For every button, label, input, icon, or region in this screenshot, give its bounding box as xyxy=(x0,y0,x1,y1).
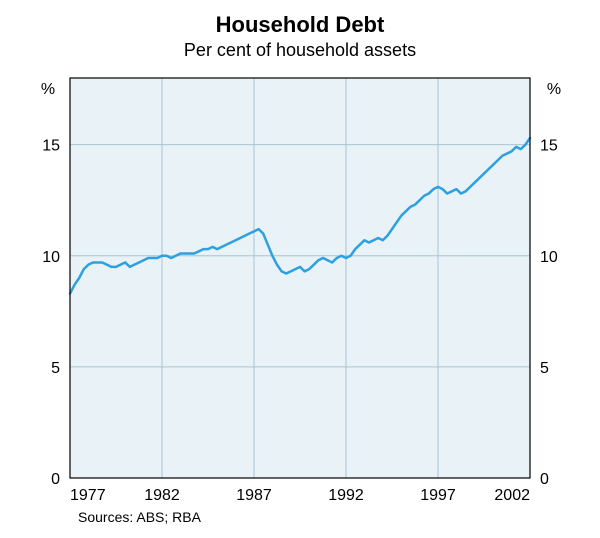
y-tick-label-right: 0 xyxy=(540,471,549,488)
y-tick-label-left: 10 xyxy=(42,249,60,266)
plot-background xyxy=(70,78,530,478)
y-tick-label-left: 5 xyxy=(51,360,60,377)
y-tick-label-left: 0 xyxy=(51,471,60,488)
y-tick-label-right: 15 xyxy=(540,138,558,155)
x-tick-label: 1987 xyxy=(236,487,272,504)
x-tick-label: 1997 xyxy=(420,487,456,504)
chart-svg: Household Debt Per cent of household asse… xyxy=(0,0,600,538)
y-unit-left: % xyxy=(41,81,55,98)
source-label: Sources: ABS; RBA xyxy=(78,509,202,525)
y-tick-label-left: 15 xyxy=(42,138,60,155)
y-unit-right: % xyxy=(547,81,561,98)
y-tick-label-right: 5 xyxy=(540,360,549,377)
household-debt-chart: Household Debt Per cent of household asse… xyxy=(0,0,600,538)
x-tick-label: 1982 xyxy=(144,487,180,504)
chart-subtitle: Per cent of household assets xyxy=(184,40,416,60)
x-tick-label: 1977 xyxy=(70,487,106,504)
chart-title: Household Debt xyxy=(216,12,385,37)
x-tick-label: 2002 xyxy=(494,487,530,504)
y-tick-label-right: 10 xyxy=(540,249,558,266)
x-tick-label: 1992 xyxy=(328,487,364,504)
